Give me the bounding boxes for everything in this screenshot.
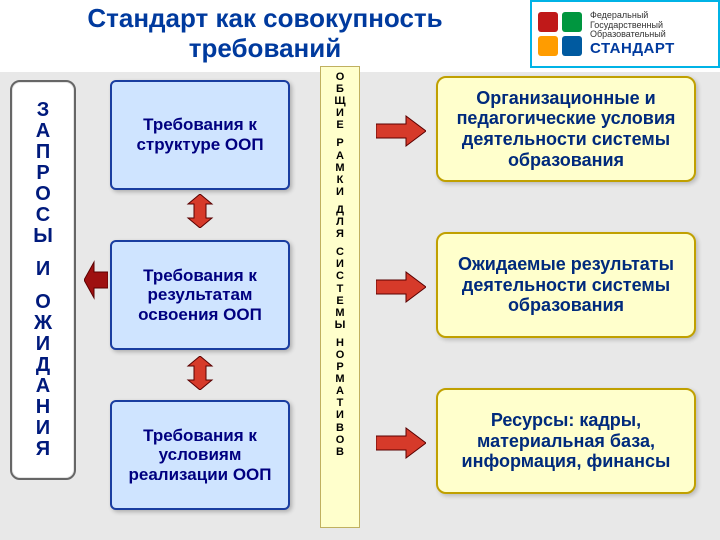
blue-box-conditions: Требования к условиям реализации ООП <box>110 400 290 510</box>
header: Стандарт как совокупность требований Фед… <box>0 0 720 72</box>
logo-square-tr <box>562 12 582 32</box>
yellow-box-conditions: Организационные и педагогические условия… <box>436 76 696 182</box>
page-title: Стандарт как совокупность требований <box>0 0 530 64</box>
arrow-vert-2 <box>180 356 220 390</box>
diagram-canvas: ЗАПРОСЫ И ОЖИДАНИЯ Требования к структуре … <box>0 72 720 540</box>
center-vertical-label: ОБЩИЕ РАМКИ ДЛЯ СИСТЕМЫ НОРМАТИВОВ <box>320 66 360 528</box>
vertical-word: ЗАПРОСЫ <box>33 100 53 247</box>
left-vertical-label: ЗАПРОСЫ И ОЖИДАНИЯ <box>10 80 76 480</box>
title-line-2: требований <box>189 33 341 63</box>
logo-square-br <box>562 36 582 56</box>
center-vertical-word: НОРМАТИВОВ <box>335 337 344 458</box>
arrow-right-1 <box>376 114 426 148</box>
arrow-vert-1 <box>180 194 220 228</box>
arrow-right-2 <box>376 270 426 304</box>
standard-logo: Федеральный Государственный Образователь… <box>530 0 720 68</box>
blue-box-structure: Требования к структуре ООП <box>110 80 290 190</box>
title-line-1: Стандарт как совокупность <box>87 3 442 33</box>
vertical-word: И <box>36 259 50 280</box>
center-vertical-word: ОБЩИЕ <box>334 71 345 131</box>
arrow-right-3 <box>376 426 426 460</box>
arrow-left-to-col1 <box>84 258 108 302</box>
logo-square-bl <box>538 36 558 56</box>
logo-mark <box>536 10 584 58</box>
center-vertical-word: СИСТЕМЫ <box>335 246 346 331</box>
yellow-box-results: Ожидаемые результаты деятельности систем… <box>436 232 696 338</box>
center-vertical-word: РАМКИ <box>335 137 344 197</box>
yellow-box-resources: Ресурсы: кадры, материальная база, инфор… <box>436 388 696 494</box>
center-vertical-word: ДЛЯ <box>336 204 344 240</box>
blue-box-results: Требования к результатам освоения ООП <box>110 240 290 350</box>
logo-brand: СТАНДАРТ <box>590 40 675 57</box>
vertical-word: ОЖИДАНИЯ <box>34 292 52 460</box>
logo-text: Федеральный Государственный Образователь… <box>590 11 675 58</box>
logo-square-tl <box>538 12 558 32</box>
logo-line-3: Образовательный <box>590 30 675 40</box>
